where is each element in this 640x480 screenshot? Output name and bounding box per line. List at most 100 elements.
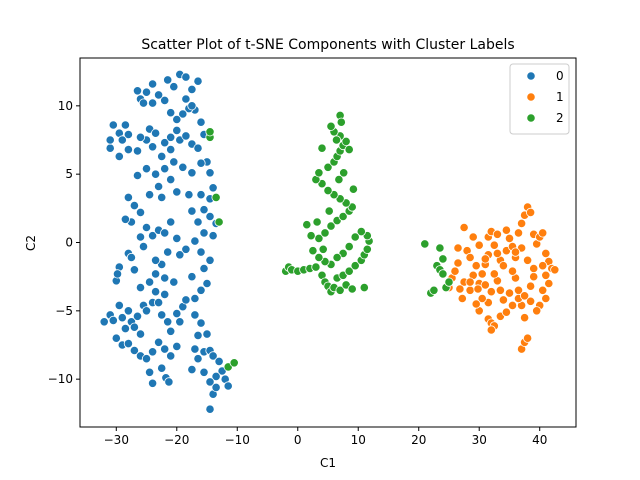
scatter-point-cluster-1 bbox=[489, 269, 499, 279]
x-tick-label: −30 bbox=[104, 433, 129, 447]
scatter-point-cluster-2 bbox=[320, 228, 330, 238]
scatter-point-cluster-0 bbox=[154, 90, 164, 100]
scatter-point-cluster-2 bbox=[324, 206, 334, 216]
scatter-point-cluster-0 bbox=[120, 323, 131, 334]
scatter-point-cluster-1 bbox=[519, 313, 530, 323]
scatter-point-cluster-1 bbox=[525, 207, 536, 217]
scatter-point-cluster-0 bbox=[135, 232, 146, 242]
scatter-point-cluster-1 bbox=[538, 285, 548, 295]
scatter-point-cluster-0 bbox=[166, 108, 176, 118]
scatter-point-cluster-0 bbox=[114, 300, 124, 310]
scatter-point-cluster-2 bbox=[229, 358, 239, 368]
scatter-point-cluster-2 bbox=[339, 168, 349, 178]
scatter-point-cluster-1 bbox=[550, 265, 560, 275]
scatter-point-cluster-0 bbox=[190, 236, 200, 246]
scatter-point-cluster-0 bbox=[205, 168, 215, 178]
scatter-point-cluster-0 bbox=[148, 79, 158, 89]
scatter-point-cluster-0 bbox=[169, 277, 179, 287]
scatter-point-cluster-0 bbox=[132, 170, 143, 181]
scatter-point-cluster-0 bbox=[160, 289, 170, 299]
x-tick-label: −10 bbox=[225, 433, 250, 447]
scatter-point-cluster-2 bbox=[311, 262, 321, 272]
scatter-point-cluster-2 bbox=[338, 211, 348, 222]
scatter-point-cluster-2 bbox=[205, 127, 215, 137]
scatter-point-cluster-0 bbox=[196, 285, 206, 295]
scatter-point-cluster-0 bbox=[154, 181, 164, 192]
scatter-point-cluster-1 bbox=[486, 287, 496, 297]
legend: 0 1 2 bbox=[509, 63, 570, 135]
scatter-point-cluster-0 bbox=[199, 205, 209, 215]
scatter-point-cluster-0 bbox=[129, 322, 139, 332]
x-tick-label: 40 bbox=[532, 433, 547, 447]
scatter-point-cluster-2 bbox=[362, 244, 372, 254]
legend-marker-cluster-2 bbox=[526, 113, 536, 123]
scatter-point-cluster-2 bbox=[302, 220, 312, 230]
scatter-point-cluster-2 bbox=[314, 252, 324, 263]
scatter-point-cluster-0 bbox=[214, 356, 224, 366]
scatter-point-cluster-0 bbox=[148, 347, 158, 357]
scatter-point-cluster-1 bbox=[541, 293, 551, 304]
scatter-point-cluster-1 bbox=[529, 272, 539, 282]
scatter-point-cluster-1 bbox=[513, 228, 524, 238]
scatter-point-cluster-1 bbox=[507, 266, 518, 276]
scatter-point-cluster-2 bbox=[348, 184, 358, 194]
scatter-point-cluster-0 bbox=[111, 333, 121, 343]
scatter-point-cluster-2 bbox=[336, 117, 346, 127]
scatter-point-cluster-1 bbox=[450, 266, 460, 276]
scatter-point-cluster-0 bbox=[148, 142, 158, 152]
scatter-point-cluster-2 bbox=[318, 244, 328, 254]
chart-title: Scatter Plot of t-SNE Components with Cl… bbox=[141, 37, 514, 53]
scatter-point-cluster-0 bbox=[181, 295, 191, 305]
scatter-point-cluster-0 bbox=[196, 247, 206, 257]
scatter-point-cluster-0 bbox=[145, 367, 155, 377]
scatter-point-cluster-2 bbox=[314, 168, 324, 178]
scatter-point-cluster-0 bbox=[123, 306, 133, 316]
scatter-point-cluster-0 bbox=[132, 146, 143, 156]
scatter-point-cluster-2 bbox=[344, 266, 354, 276]
scatter-point-cluster-0 bbox=[123, 192, 133, 202]
scatter-point-cluster-2 bbox=[211, 192, 221, 202]
scatter-point-cluster-0 bbox=[223, 381, 233, 391]
scatter-point-cluster-1 bbox=[538, 261, 548, 271]
scatter-point-cluster-0 bbox=[148, 98, 158, 108]
scatter-point-cluster-0 bbox=[129, 345, 139, 356]
scatter-point-cluster-0 bbox=[181, 131, 191, 141]
scatter-point-cluster-0 bbox=[120, 214, 131, 224]
scatter-point-cluster-0 bbox=[190, 344, 200, 354]
scatter-point-cluster-2 bbox=[350, 232, 360, 242]
scatter-point-cluster-0 bbox=[157, 151, 167, 161]
scatter-point-cluster-2 bbox=[312, 217, 322, 227]
scatter-point-cluster-0 bbox=[123, 145, 133, 155]
scatter-point-cluster-0 bbox=[135, 132, 146, 142]
scatter-point-cluster-2 bbox=[359, 282, 369, 293]
legend-label-cluster-1: 1 bbox=[556, 90, 564, 104]
scatter-point-cluster-0 bbox=[123, 338, 133, 349]
scatter-point-cluster-0 bbox=[105, 135, 115, 145]
scatter-point-cluster-0 bbox=[154, 297, 164, 308]
scatter-point-cluster-1 bbox=[522, 255, 533, 265]
scatter-point-cluster-0 bbox=[181, 72, 191, 82]
scatter-point-cluster-0 bbox=[108, 315, 118, 325]
scatter-point-cluster-1 bbox=[453, 258, 463, 268]
scatter-point-cluster-0 bbox=[129, 201, 139, 211]
scatter-point-cluster-1 bbox=[453, 243, 463, 253]
scatter-point-cluster-1 bbox=[471, 299, 481, 309]
scatter-point-cluster-0 bbox=[141, 164, 152, 174]
scatter-point-cluster-0 bbox=[193, 143, 203, 153]
scatter-point-cluster-2 bbox=[326, 121, 336, 131]
scatter-point-cluster-1 bbox=[522, 333, 533, 343]
scatter-point-cluster-0 bbox=[178, 162, 188, 172]
scatter-point-cluster-0 bbox=[135, 329, 146, 339]
scatter-point-cluster-0 bbox=[138, 242, 149, 252]
scatter-point-cluster-2 bbox=[344, 242, 354, 252]
scatter-point-cluster-0 bbox=[126, 252, 136, 263]
scatter-point-cluster-1 bbox=[457, 293, 467, 304]
y-tick-label: −10 bbox=[48, 372, 73, 386]
scatter-point-cluster-0 bbox=[120, 120, 131, 130]
scatter-point-cluster-0 bbox=[208, 183, 218, 193]
scatter-point-cluster-1 bbox=[471, 261, 481, 271]
scatter-point-cluster-0 bbox=[132, 311, 143, 321]
scatter-point-cluster-1 bbox=[465, 285, 475, 295]
scatter-point-cluster-0 bbox=[196, 117, 206, 127]
scatter-point-cluster-0 bbox=[166, 175, 176, 185]
